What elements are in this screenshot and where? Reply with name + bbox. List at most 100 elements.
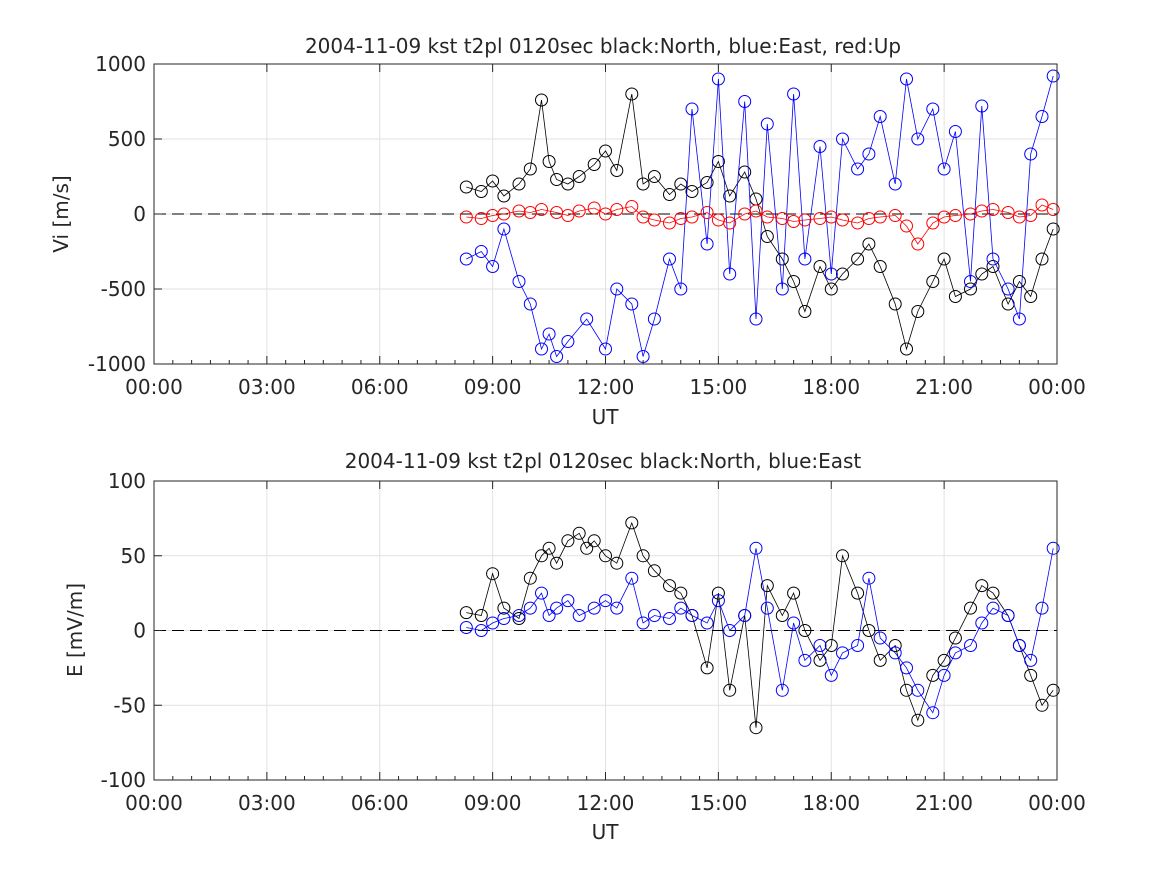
velocity-series-2-point — [700, 206, 714, 219]
efield-series-0-point — [599, 549, 612, 563]
efield-y-axis-label: E [mV/m] — [63, 583, 87, 677]
velocity-series-1-point — [700, 237, 714, 251]
velocity-series-0-point — [813, 260, 827, 273]
velocity-series-1-point — [486, 260, 500, 273]
efield-series-1-point — [636, 616, 650, 630]
velocity-series-2-point — [587, 201, 601, 215]
velocity-panel-title: 2004-11-09 kst t2pl 0120sec black:North,… — [305, 34, 901, 58]
efield-series-0-point — [911, 713, 925, 727]
efield-x-tick-label: 18:00 — [802, 791, 860, 815]
velocity-series-0-point — [497, 189, 511, 203]
efield-series-0-point — [647, 564, 661, 578]
efield-series-0-point — [474, 609, 488, 622]
efield-x-tick-label: 09:00 — [464, 791, 522, 815]
velocity-series-0-point — [900, 342, 913, 356]
efield-series-0-point — [550, 556, 564, 570]
efield-data-marks — [459, 516, 1060, 735]
velocity-series-0-point — [888, 297, 902, 311]
velocity-series-1-point — [625, 297, 639, 311]
velocity-series-2-point — [975, 204, 989, 218]
velocity-series-0-point — [512, 177, 526, 191]
efield-series-1-point — [512, 609, 526, 622]
efield-series-1-point — [851, 639, 865, 652]
velocity-series-1-point — [523, 297, 537, 311]
efield-series-1-point — [561, 594, 575, 608]
velocity-series-2-point — [798, 213, 812, 227]
velocity-series-0-point — [1024, 290, 1038, 303]
velocity-series-2-point — [1001, 206, 1015, 219]
efield-series-0-point — [587, 534, 601, 548]
efield-series-0-point — [926, 668, 940, 682]
velocity-y-tick-label: 0 — [133, 202, 146, 226]
efield-series-1-point — [787, 616, 801, 630]
efield-series-1-point — [647, 609, 661, 622]
velocity-series-0-point — [986, 260, 1000, 273]
efield-series-0-point — [512, 612, 526, 625]
efield-series-0-point — [580, 541, 594, 555]
velocity-series-1-point — [900, 72, 913, 86]
velocity-series-2-point — [760, 210, 774, 224]
velocity-series-0-point — [587, 158, 601, 171]
velocity-series-2-point — [572, 204, 586, 218]
efield-y-tick-label: 0 — [133, 619, 146, 643]
efield-series-0-point — [775, 609, 789, 622]
velocity-x-tick-label: 00:00 — [125, 375, 183, 399]
efield-series-0-point — [711, 586, 725, 600]
velocity-series-2-point — [647, 213, 661, 227]
velocity-series-1-point — [975, 99, 989, 113]
velocity-series-1-point — [497, 222, 511, 236]
velocity-series-2-point — [674, 212, 688, 225]
efield-y-tick-label: 50 — [121, 544, 146, 568]
efield-series-0-line — [466, 521, 1054, 728]
velocity-series-0-point — [873, 260, 887, 273]
velocity-series-2-point — [512, 204, 526, 218]
velocity-series-2-point — [723, 216, 737, 230]
efield-series-1-point — [535, 586, 548, 600]
efield-series-1-point — [1035, 601, 1049, 615]
velocity-series-1-point — [964, 275, 977, 288]
velocity-series-2-point — [1035, 198, 1049, 212]
velocity-series-2-point — [937, 210, 951, 224]
efield-series-0-point — [723, 683, 737, 697]
efield-series-1-line — [466, 548, 1054, 714]
velocity-series-0-point — [599, 144, 612, 158]
velocity-series-0-point — [975, 267, 989, 281]
velocity-series-0-point — [775, 252, 789, 266]
efield-series-0-point — [798, 624, 812, 637]
efield-series-0-point — [535, 549, 548, 563]
efield-series-0-point — [862, 624, 876, 637]
velocity-series-1-point — [580, 312, 594, 326]
velocity-series-1-point — [813, 140, 827, 153]
velocity-series-0-point — [1046, 222, 1060, 236]
efield-y-tick-label: 100 — [108, 469, 146, 493]
efield-series-1-point — [625, 571, 639, 585]
efield-series-1-point — [986, 601, 1000, 615]
efield-series-1-point — [587, 601, 601, 615]
velocity-series-1-point — [685, 102, 699, 116]
efield-series-1-point — [975, 616, 989, 630]
velocity-series-1-point — [1024, 147, 1038, 161]
efield-series-1-point — [888, 646, 902, 660]
efield-series-1-point — [723, 624, 737, 637]
efield-series-1-point — [760, 601, 774, 615]
efield-x-tick-label: 21:00 — [915, 791, 973, 815]
efield-series-0-point — [572, 526, 586, 540]
velocity-series-2-point — [1012, 210, 1026, 224]
efield-series-1-point — [749, 541, 763, 555]
efield-ticks: 00:00 03:00 06:00 09:00 12:00 15:00 18:00 21:00… — [101, 469, 1086, 815]
velocity-y-tick-label: -500 — [101, 277, 146, 301]
velocity-series-1-point — [1001, 282, 1015, 296]
efield-x-tick-label: 06:00 — [351, 791, 409, 815]
efield-series-1-point — [926, 706, 940, 720]
velocity-series-1-point — [550, 350, 564, 363]
efield-series-1-point — [599, 594, 612, 608]
efield-series-0-point — [561, 534, 575, 548]
efield-series-0-point — [610, 556, 624, 570]
velocity-x-tick-label: 03:00 — [238, 375, 296, 399]
velocity-series-0-point — [787, 275, 801, 288]
efield-series-0-point — [625, 516, 639, 530]
velocity-series-0-point — [964, 282, 977, 296]
velocity-series-1-point — [851, 162, 865, 176]
velocity-y-tick-label: -1000 — [88, 352, 146, 376]
